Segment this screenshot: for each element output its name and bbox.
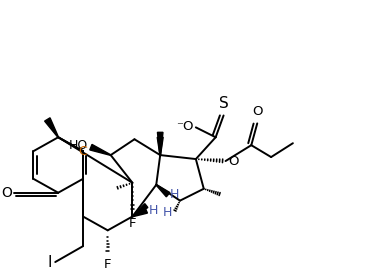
Text: HO: HO [69,139,88,152]
Text: S: S [219,95,228,111]
Text: H: H [170,188,180,201]
Text: H: H [163,206,172,219]
Polygon shape [133,208,147,217]
Text: I: I [48,255,52,270]
Polygon shape [132,204,148,217]
Text: C: C [79,145,87,158]
Text: H: H [148,204,158,217]
Text: ⁻O: ⁻O [176,120,194,133]
Text: F: F [104,258,112,271]
Polygon shape [45,118,58,138]
Text: O: O [252,105,262,119]
Polygon shape [156,185,170,197]
Text: O: O [228,155,239,167]
Text: O: O [1,186,12,200]
Polygon shape [90,144,111,155]
Polygon shape [157,132,163,155]
Polygon shape [157,137,163,155]
Text: F: F [129,218,136,230]
